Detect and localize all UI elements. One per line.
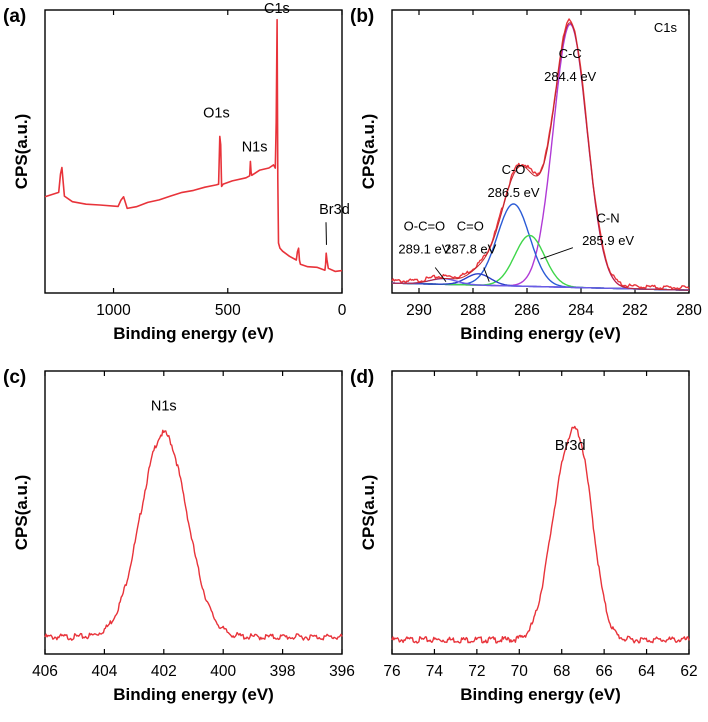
panel-label: (b)	[350, 6, 374, 27]
plot-frame	[44, 370, 343, 655]
annotation-value: 285.9 eV	[582, 233, 634, 248]
panel-label: (c)	[3, 367, 26, 388]
annotation-label: C=O	[457, 219, 484, 234]
x-tick-label: 288	[460, 302, 486, 319]
x-tick-label: 404	[91, 663, 117, 680]
y-axis-label: CPS(a.u.)	[12, 114, 31, 190]
x-tick-label: 290	[406, 302, 432, 319]
x-tick-label: 70	[511, 663, 529, 680]
annotation-value: 284.4 eV	[544, 69, 596, 84]
peak-label-br3d: Br3d	[555, 438, 586, 454]
x-axis-label: Binding energy (eV)	[460, 685, 621, 704]
x-tick-label: 396	[329, 663, 355, 680]
y-axis-label: CPS(a.u.)	[359, 114, 378, 190]
annotation-label: C-O	[502, 162, 526, 177]
panel-3: 76 74 72 70 68 66 64 62 (d) Binding energy (eV) CP…	[350, 367, 698, 704]
x-tick-label: 400	[210, 663, 236, 680]
x-tick-label: 62	[680, 663, 697, 680]
x-tick-label: 68	[553, 663, 570, 680]
x-tick-label: 74	[426, 663, 444, 680]
x-tick-label: 76	[383, 663, 400, 680]
c-n-pointer	[540, 247, 574, 260]
panel-label: (d)	[350, 367, 374, 388]
peak-label-o1s: O1s	[203, 106, 230, 122]
annotation-value: 289.1 eV	[398, 241, 450, 256]
peak-label-n1s: N1s	[151, 399, 177, 415]
x-tick-label: 280	[676, 302, 702, 319]
annotation-value: 286.5 eV	[487, 185, 539, 200]
panel-1: 290 288 286 284 282 280 (b) Binding energy (eV)…	[350, 6, 702, 343]
y-axis-label: CPS(a.u.)	[359, 475, 378, 551]
br3d-spectrum	[391, 425, 690, 644]
n1s-spectrum	[44, 429, 343, 641]
x-tick-label: 500	[215, 302, 241, 319]
panel-title: C1s	[654, 20, 678, 35]
x-tick-label: 286	[514, 302, 540, 319]
x-axis-label: Binding energy (eV)	[460, 324, 621, 343]
x-tick-label: 0	[338, 302, 347, 319]
peak-label-n1s: N1s	[242, 140, 268, 156]
y-axis-label: CPS(a.u.)	[12, 475, 31, 551]
x-tick-label: 66	[596, 663, 613, 680]
x-tick-label: 398	[270, 663, 296, 680]
x-axis-label: Binding energy (eV)	[113, 685, 274, 704]
x-tick-label: 406	[32, 663, 58, 680]
annotation-label: C-C	[559, 46, 582, 61]
c-eq-o-pointer	[483, 267, 490, 282]
panel-0: 1000 500 0 (a) Binding energy (eV) CPS(a.u.) C…	[3, 1, 350, 343]
annotation-label: C-N	[597, 210, 620, 225]
fit-envelope	[392, 22, 690, 291]
x-tick-label: 282	[622, 302, 648, 319]
panel-label: (a)	[3, 6, 26, 27]
plot-frame	[44, 9, 343, 294]
plot-frame	[391, 370, 690, 655]
plot-frame	[391, 9, 690, 294]
peak-label-c1s: C1s	[264, 1, 290, 17]
survey-line	[44, 18, 343, 273]
x-tick-label: 1000	[96, 302, 131, 319]
x-tick-label: 284	[568, 302, 594, 319]
o-c-eq-o-pointer	[434, 267, 447, 282]
x-tick-label: 402	[151, 663, 177, 680]
peak-label-br3d: Br3d	[319, 202, 350, 218]
annotation-value: 287.8 eV	[444, 241, 496, 256]
x-tick-label: 72	[468, 663, 485, 680]
panel-2: 406 404 402 400 398 396 (c) Binding energy (eV)…	[3, 367, 355, 704]
x-axis-label: Binding energy (eV)	[113, 324, 274, 343]
x-tick-label: 64	[638, 663, 656, 680]
annotation-label: O-C=O	[404, 219, 446, 234]
